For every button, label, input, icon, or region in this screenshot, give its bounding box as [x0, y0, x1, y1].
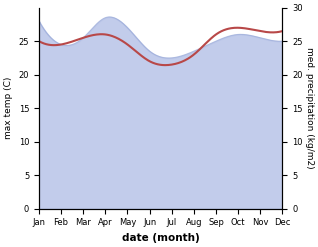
Y-axis label: max temp (C): max temp (C) [4, 77, 13, 139]
Y-axis label: med. precipitation (kg/m2): med. precipitation (kg/m2) [305, 47, 314, 169]
X-axis label: date (month): date (month) [122, 233, 199, 243]
